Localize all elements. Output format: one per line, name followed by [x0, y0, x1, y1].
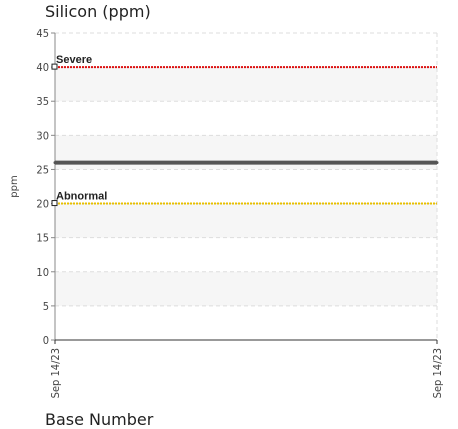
- threshold-label-abnormal: Abnormal: [56, 191, 107, 203]
- y-tick-label: 45: [36, 27, 49, 40]
- x-tick-label: Sep 14/23: [431, 348, 444, 398]
- y-tick-label: 15: [36, 232, 49, 245]
- grid-band: [55, 271, 437, 306]
- y-axis-label: ppm: [9, 175, 20, 197]
- y-tick-label: 20: [36, 198, 49, 211]
- threshold-marker: [51, 200, 58, 207]
- chart-title: Silicon (ppm): [45, 2, 151, 21]
- y-tick-label: 0: [43, 334, 49, 347]
- data-point: [53, 161, 57, 165]
- grid-band: [55, 67, 437, 102]
- threshold-marker: [51, 63, 58, 70]
- y-tick-label: 5: [43, 300, 49, 313]
- y-tick-label: 30: [36, 129, 49, 142]
- y-tick-label: 35: [36, 95, 49, 108]
- y-tick-label: 25: [36, 163, 49, 176]
- threshold-label-severe: Severe: [56, 54, 92, 66]
- y-tick-label: 40: [36, 61, 49, 74]
- x-axis-title: Base Number: [45, 410, 154, 429]
- x-tick-label: Sep 14/23: [49, 348, 62, 398]
- y-tick-label: 10: [36, 266, 49, 279]
- grid-band: [55, 203, 437, 238]
- data-point: [435, 161, 439, 165]
